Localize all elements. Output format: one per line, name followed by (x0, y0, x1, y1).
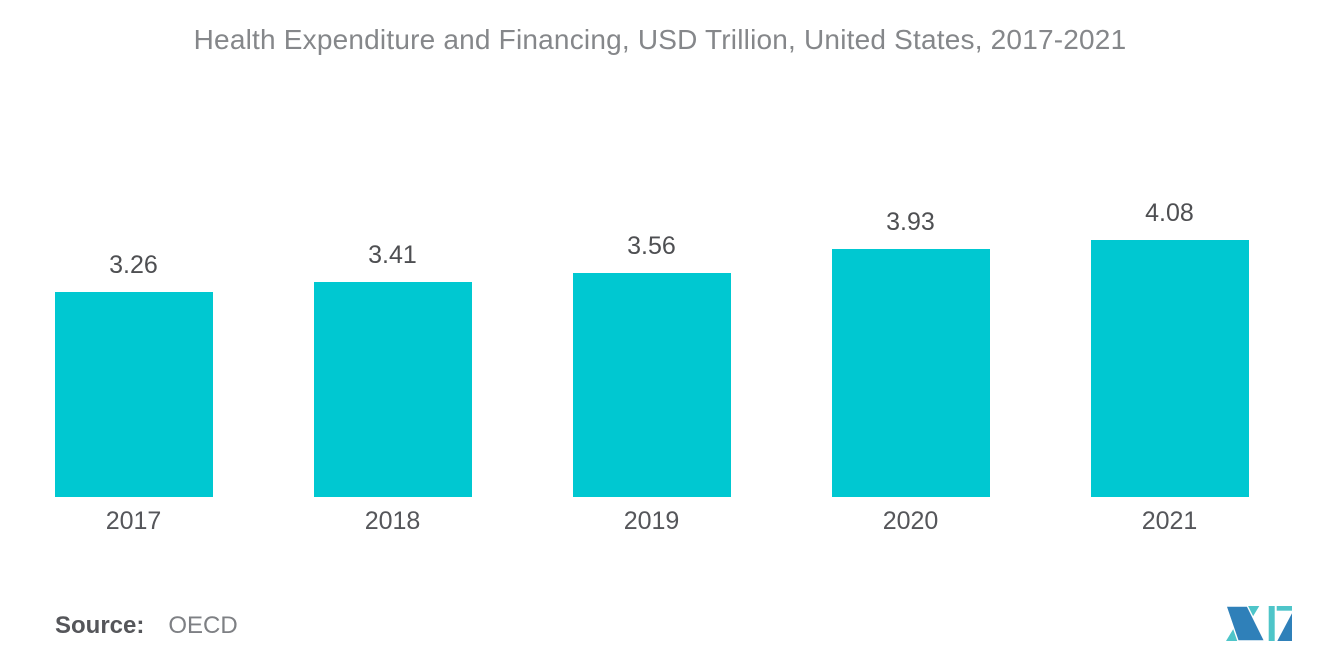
bar-group-2018: 3.41 (263, 243, 522, 497)
source-label: Source: (55, 612, 145, 639)
bar-group-2021: 4.08 (1040, 201, 1299, 497)
bar-2019 (572, 273, 731, 497)
logo-teal-top-strip (1276, 606, 1292, 611)
bar-value-label: 3.26 (109, 251, 158, 279)
x-tick-2020: 2020 (882, 507, 939, 535)
logo-teal-vertical-bar (1268, 606, 1275, 641)
bar-value-label: 3.41 (368, 241, 417, 269)
x-tick-2021: 2021 (1141, 507, 1198, 535)
bar-group-2017: 3.26 (4, 253, 263, 497)
chart-title: Health Expenditure and Financing, USD Tr… (193, 24, 1127, 55)
bar-2018 (313, 282, 472, 497)
x-tick-2018: 2018 (364, 507, 421, 535)
bar-value-label: 3.93 (886, 208, 935, 236)
bar-value-label: 3.56 (627, 232, 676, 260)
source-attribution: Source: OECD (55, 612, 238, 641)
bar-2017 (54, 292, 213, 497)
x-axis-labels: 2017 2018 2019 2020 2021 (4, 506, 1299, 536)
bar-2020 (831, 249, 990, 497)
x-tick-2019: 2019 (623, 507, 680, 535)
plot-area: 3.26 3.41 3.56 3.93 4.08 (4, 177, 1299, 497)
mordor-intelligence-logo (1226, 606, 1292, 641)
bar-group-2019: 3.56 (522, 234, 781, 497)
source-value: OECD (168, 612, 238, 639)
bar-group-2020: 3.93 (781, 210, 1040, 497)
x-tick-2017: 2017 (105, 507, 162, 535)
logo-blue-triangle (1277, 613, 1292, 641)
bar-2021 (1090, 240, 1249, 497)
logo-blue-main-band (1226, 606, 1266, 641)
bar-value-label: 4.08 (1145, 199, 1194, 227)
